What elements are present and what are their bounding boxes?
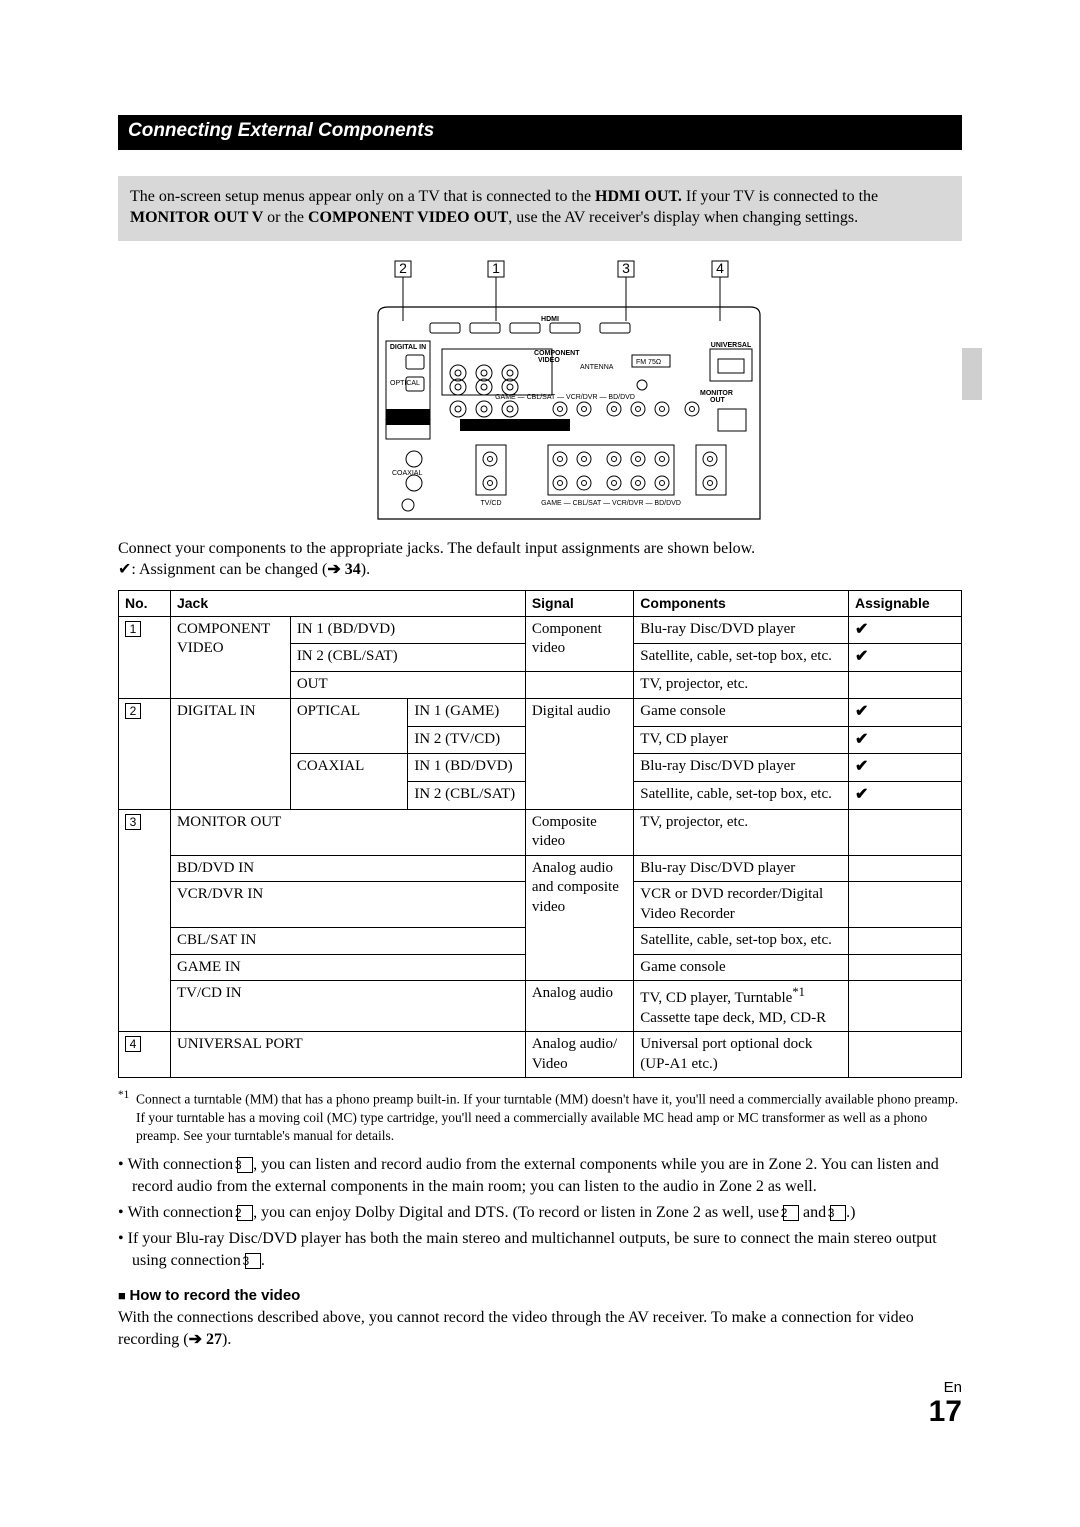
intro-line: Connect your components to the appropria…: [118, 539, 962, 560]
rear-panel-diagram: .t { font: 8px Arial; fill:#000; } .tb {…: [118, 259, 962, 527]
check-icon: ✔: [855, 731, 868, 748]
subsection-heading: ■ How to record the video: [118, 1286, 962, 1306]
svg-text:OUT: OUT: [710, 397, 726, 404]
diagram-svg: .t { font: 8px Arial; fill:#000; } .tb {…: [280, 259, 800, 527]
subsection-body: With the connections described above, yo…: [118, 1307, 962, 1350]
ref-num-icon: 3: [830, 1205, 846, 1221]
bullet-list: • With connection 3, you can listen and …: [118, 1154, 962, 1272]
manual-page: Connecting External Components The on-sc…: [0, 0, 1080, 1527]
label-component-video: COMPONENT: [534, 350, 580, 357]
svg-text:ASSIGNABLE: ASSIGNABLE: [492, 423, 538, 430]
table-row: BD/DVD IN Analog audio and composite vid…: [119, 855, 962, 882]
row-num-icon: 2: [125, 703, 141, 719]
th-no: No.: [119, 591, 171, 616]
table-row: 1 COMPONENT VIDEO IN 1 (BD/DVD) Componen…: [119, 616, 962, 644]
section-title: Connecting External Components: [118, 115, 962, 150]
page-number: 17: [929, 1397, 962, 1427]
footnote: *1 Connect a turntable (MM) that has a p…: [118, 1088, 962, 1145]
info-bold-component: COMPONENT VIDEO OUT: [308, 209, 508, 226]
check-icon: ✔: [855, 758, 868, 775]
table-row: 4 UNIVERSAL PORT Analog audio/ Video Uni…: [119, 1032, 962, 1078]
table-row: TV/CD IN Analog audio TV, CD player, Tur…: [119, 981, 962, 1032]
check-icon: ✔: [855, 648, 868, 665]
table-row: 2 DIGITAL IN OPTICAL IN 1 (GAME) Digital…: [119, 698, 962, 726]
info-text: If your TV is connected to the: [686, 188, 878, 205]
bullet-item: • With connection 2, you can enjoy Dolby…: [118, 1202, 962, 1224]
info-bold-monitor: MONITOR OUT V: [130, 209, 267, 226]
info-callout-box: The on-screen setup menus appear only on…: [118, 176, 962, 241]
check-icon: ✔: [855, 621, 868, 638]
table-row: 3 MONITOR OUT Composite video TV, projec…: [119, 809, 962, 855]
label-monitor-out: MONITOR: [700, 390, 733, 397]
svg-text:VIDEO: VIDEO: [538, 357, 560, 364]
label-tvcd: TV/CD: [481, 500, 502, 507]
row-num-icon: 4: [125, 1036, 141, 1052]
label-universal-port: UNIVERSAL: [711, 342, 752, 349]
info-text: , use the AV receiver's display when cha…: [508, 209, 858, 226]
label-digital-in: DIGITAL IN: [390, 344, 426, 351]
label-fm: FM 75Ω: [636, 359, 661, 366]
row-num-icon: 1: [125, 621, 141, 637]
intro-paragraph: Connect your components to the appropria…: [118, 539, 962, 581]
callout-4: 4: [716, 260, 724, 276]
label-antenna: ANTENNA: [580, 364, 614, 371]
ref-num-icon: 2: [237, 1205, 253, 1221]
ref-num-icon: 2: [783, 1205, 799, 1221]
square-bullet-icon: ■: [118, 1288, 129, 1303]
callout-3: 3: [622, 260, 630, 276]
check-icon: ✔: [855, 703, 868, 720]
check-icon: ✔: [118, 561, 131, 578]
label-optical: OPTICAL: [390, 380, 420, 387]
bullet-item: • If your Blu-ray Disc/DVD player has bo…: [118, 1228, 962, 1272]
page-side-tab: [962, 348, 982, 400]
svg-text:GAME — CBL/SAT — VCR/DVR — BD/: GAME — CBL/SAT — VCR/DVR — BD/DVD: [495, 394, 635, 401]
callout-1: 1: [492, 260, 500, 276]
label-assignable: ASSIGNABLE: [385, 415, 431, 422]
label-hdmi: HDMI: [541, 316, 559, 323]
table-header-row: No. Jack Signal Components Assignable: [119, 591, 962, 616]
th-assignable: Assignable: [848, 591, 961, 616]
ref-num-icon: 3: [237, 1157, 253, 1173]
label-bottom-strip: GAME — CBL/SAT — VCR/DVR — BD/DVD: [541, 500, 681, 507]
bullet-item: • With connection 3, you can listen and …: [118, 1154, 962, 1198]
info-text: The on-screen setup menus appear only on…: [130, 188, 595, 205]
assignable-note: ✔: Assignment can be changed (➔ 34).: [118, 560, 962, 581]
row-num-icon: 3: [125, 814, 141, 830]
th-components: Components: [634, 591, 849, 616]
check-icon: ✔: [855, 786, 868, 803]
info-bold-hdmi: HDMI OUT.: [595, 188, 686, 205]
th-signal: Signal: [525, 591, 633, 616]
th-jack: Jack: [170, 591, 525, 616]
callout-2: 2: [399, 260, 407, 276]
ref-num-icon: 3: [245, 1253, 261, 1269]
page-footer: En 17: [929, 1378, 962, 1428]
jack-table: No. Jack Signal Components Assignable 1 …: [118, 590, 962, 1078]
info-text: or the: [267, 209, 308, 226]
